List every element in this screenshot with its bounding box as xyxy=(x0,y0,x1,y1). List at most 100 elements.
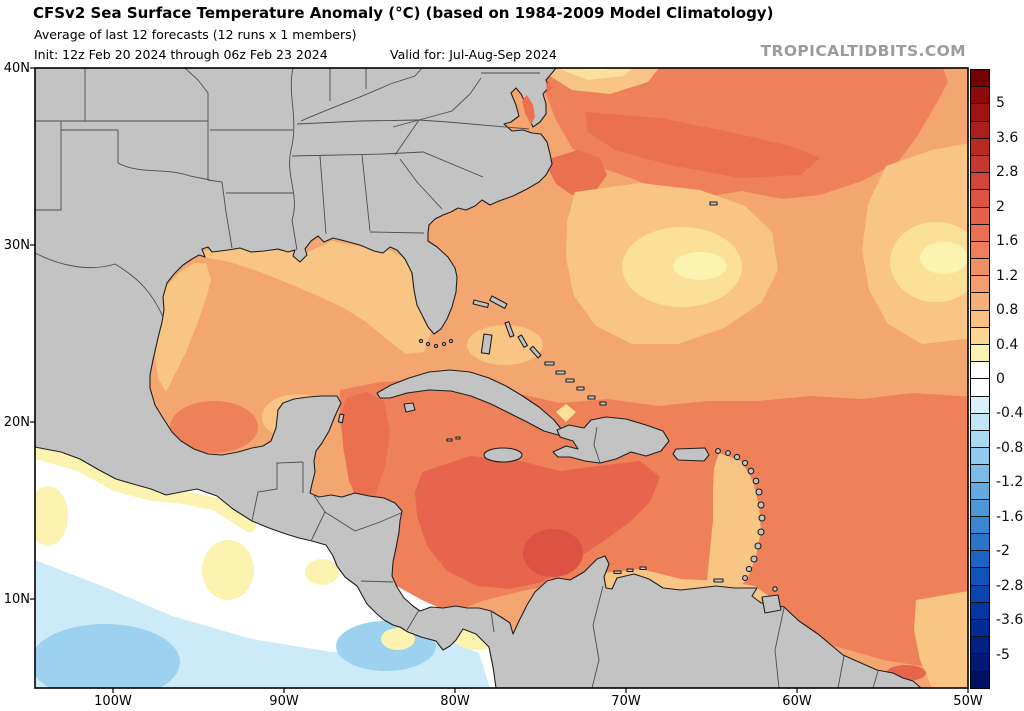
colorbar-tick-label: -1.2 xyxy=(996,474,1024,491)
ocean-region xyxy=(35,624,180,688)
colorbar-segment xyxy=(971,275,989,293)
colorbar-segment xyxy=(971,447,989,465)
colorbar-tick-label: 2 xyxy=(996,198,1005,215)
ocean-region xyxy=(556,404,576,422)
colorbar-segment xyxy=(971,481,989,499)
colorbar-segment xyxy=(971,653,989,671)
map-frame xyxy=(34,67,969,689)
colorbar-segment xyxy=(971,103,989,121)
page-title: CFSv2 Sea Surface Temperature Anomaly (°… xyxy=(33,4,774,22)
ocean-region xyxy=(467,325,543,365)
colorbar-tick-label: -1.6 xyxy=(996,508,1024,525)
ocean-region xyxy=(305,559,339,585)
colorbar-segment xyxy=(971,395,989,413)
colorbar-segment xyxy=(971,70,989,87)
subtitle: Average of last 12 forecasts (12 runs x … xyxy=(34,27,357,42)
colorbar-segment xyxy=(971,344,989,362)
ocean-region xyxy=(561,68,632,80)
colorbar-tick-label: 2.8 xyxy=(996,164,1019,181)
lon-label: 90W xyxy=(269,694,299,709)
land-hispaniola xyxy=(552,416,670,464)
colorbar-segment xyxy=(971,154,989,173)
watermark: TROPICALTIDBITS.COM xyxy=(760,42,966,60)
land-lesser-antilles xyxy=(715,448,778,592)
land-puerto-rico xyxy=(672,447,710,462)
colorbar-segment xyxy=(971,567,989,585)
state-borders xyxy=(35,68,540,318)
colorbar-segment xyxy=(971,326,989,344)
lon-label: 50W xyxy=(953,694,983,709)
land-jamaica xyxy=(483,447,523,463)
ocean-region xyxy=(35,486,68,546)
colorbar-segment xyxy=(971,120,989,138)
colorbar-tick-label: 5 xyxy=(996,95,1005,112)
colorbar-segment xyxy=(971,584,989,602)
colorbar-segment xyxy=(971,240,989,259)
ocean-region xyxy=(35,445,257,533)
colorbar-segment xyxy=(971,550,989,568)
ocean-region xyxy=(920,242,968,274)
colorbar-segment xyxy=(971,292,989,310)
ocean-region xyxy=(196,241,434,354)
land-abc-islands xyxy=(613,566,724,583)
land-mainland-americas xyxy=(35,68,922,688)
colorbar-tick-label: 0 xyxy=(996,371,1005,387)
colorbar-segment xyxy=(971,515,989,534)
colorbar-segment xyxy=(971,258,989,276)
colorbar-segment xyxy=(971,619,989,637)
colorbar-segment xyxy=(971,412,989,430)
land-isla-juventud xyxy=(403,402,416,413)
land-bermuda xyxy=(709,201,718,206)
colorbar-tick-label: 1.2 xyxy=(996,267,1019,284)
colorbar-segment xyxy=(971,498,989,516)
ocean-region xyxy=(585,112,820,178)
colorbar-tick-label: -0.8 xyxy=(996,439,1024,456)
land-cayman-islands xyxy=(446,436,461,442)
lon-label: 100W xyxy=(94,694,132,709)
country-borders xyxy=(251,426,879,688)
ocean-region-campeche xyxy=(170,401,258,453)
chesapeake-bay-water xyxy=(522,95,535,125)
colorbar-segment xyxy=(971,206,989,224)
colorbar-segment xyxy=(971,361,989,379)
ocean-region xyxy=(381,628,415,650)
colorbar-tick-label: -2.8 xyxy=(996,577,1024,594)
colorbar-segment xyxy=(971,137,989,155)
colorbar-tick-label: -3.6 xyxy=(996,612,1024,629)
lon-label: 70W xyxy=(611,694,641,709)
colorbar-tick-label: -0.4 xyxy=(996,405,1024,422)
colorbar-segment xyxy=(971,378,989,396)
ocean-region xyxy=(707,453,761,597)
land-cozumel xyxy=(337,413,345,424)
colorbar-segment xyxy=(971,189,989,207)
colorbar-tick-label: 0.8 xyxy=(996,302,1019,319)
colorbar-segment xyxy=(971,464,989,482)
colorbar-tick-label: 0.4 xyxy=(996,336,1019,353)
colorbar-segment xyxy=(971,429,989,448)
landmasses xyxy=(35,68,922,688)
lat-label: 30N xyxy=(3,238,30,253)
ocean-region xyxy=(545,68,948,199)
ocean-region xyxy=(155,263,211,392)
axis-ticks xyxy=(30,67,969,693)
lat-label: 20N xyxy=(3,415,30,430)
colorbar-tick-label: -5 xyxy=(996,646,1010,663)
colorbar-tick-label: 3.6 xyxy=(996,129,1019,146)
land-trinidad xyxy=(761,594,782,614)
ocean-region xyxy=(914,591,968,688)
ocean-region-gulf-stream xyxy=(549,150,607,195)
colorbar-segment xyxy=(971,533,989,551)
colorbar-tick-label: 1.6 xyxy=(996,233,1019,250)
ocean-region xyxy=(673,252,727,280)
ocean-region xyxy=(415,456,660,589)
colorbar-segment xyxy=(971,601,989,619)
lon-label: 80W xyxy=(440,694,470,709)
colorbar-segment xyxy=(971,223,989,241)
land-bahamas xyxy=(472,295,607,406)
land-florida-keys xyxy=(418,338,454,349)
colorbar-segment xyxy=(971,86,989,104)
lat-label: 40N xyxy=(3,61,30,76)
colorbar-segment xyxy=(971,172,989,190)
colorbar-segment xyxy=(971,670,989,688)
